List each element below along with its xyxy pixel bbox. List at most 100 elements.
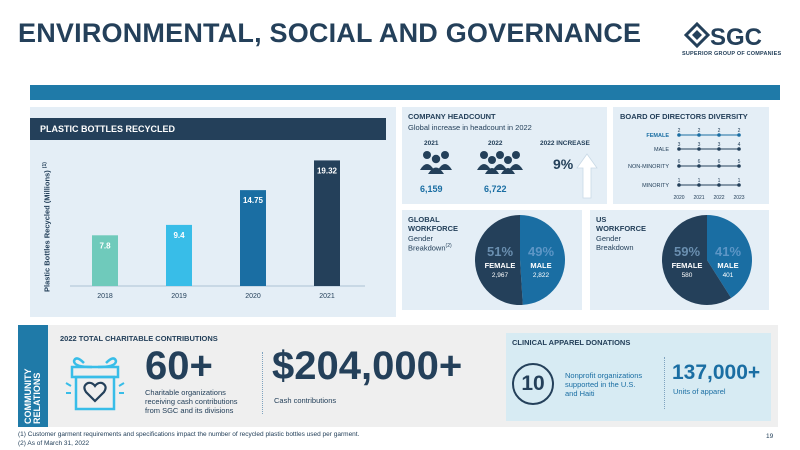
pie-slice-male — [707, 215, 752, 298]
bar-2020 — [240, 190, 266, 286]
board-point — [697, 183, 701, 187]
headcount-subtitle: Global increase in headcount in 2022 — [408, 123, 532, 132]
pie-slice-female — [474, 215, 523, 305]
board-point — [717, 164, 721, 168]
charitable-orgs-desc: Charitable organizations receiving cash … — [145, 388, 238, 415]
board-point — [697, 164, 701, 168]
board-title: BOARD OF DIRECTORS DIVERSITY — [620, 112, 748, 121]
y-axis-label: Plastic Bottles Recycled (Millions) (1) — [42, 162, 52, 292]
page-number: 19 — [766, 433, 774, 440]
board-year-label: 2020 — [673, 195, 684, 201]
board-diversity-chart: FEMALE 2 2 2 2 MALE 3 3 3 4 NON-MINORITY 6 6 6 5 MINORI… — [628, 128, 745, 201]
logo-wordmark: SGC — [710, 24, 763, 51]
board-point — [737, 133, 741, 137]
global-workforce-pie: 51% 49% FEMALE MALE 2,967 2,822 — [474, 215, 565, 305]
board-point — [677, 133, 681, 137]
nonprofit-desc: Nonprofit organizations supported in the… — [565, 371, 643, 398]
cash-contributions-desc: Cash contributions — [274, 396, 337, 405]
people-group-2022-icon — [477, 151, 523, 174]
pie-slice-female — [662, 215, 732, 305]
board-value: 4 — [738, 142, 741, 148]
global-workforce-title-2: WORKFORCE — [408, 224, 458, 233]
male-pct: 41% — [715, 244, 741, 259]
board-series-label: NON-MINORITY — [628, 164, 669, 170]
board-value: 3 — [718, 142, 721, 148]
board-value: 2 — [678, 128, 681, 134]
board-panel — [613, 107, 769, 204]
community-side-label: COMMUNITY RELATIONS — [23, 368, 42, 425]
global-workforce-title-1: GLOBAL — [408, 215, 440, 224]
headcount-increase-label: 2022 INCREASE — [540, 140, 590, 147]
board-point — [737, 147, 741, 151]
male-pct: 49% — [528, 244, 554, 259]
header-band — [30, 85, 780, 100]
board-value: 2 — [698, 128, 701, 134]
bar-value-label: 14.75 — [243, 196, 264, 205]
board-point — [697, 147, 701, 151]
board-point — [677, 164, 681, 168]
page-title: ENVIRONMENTAL, SOCIAL AND GOVERNANCE — [18, 18, 642, 48]
cash-contributions-value: $204,000+ — [272, 344, 463, 388]
community-side-band — [18, 325, 48, 427]
board-value: 1 — [698, 178, 701, 184]
female-pct: 59% — [674, 244, 700, 259]
bar-2019 — [166, 224, 192, 286]
bar-value-label: 9.4 — [173, 231, 185, 240]
board-point — [717, 147, 721, 151]
board-series-label: FEMALE — [646, 133, 669, 139]
headcount-value-2022: 6,722 — [484, 184, 507, 194]
board-value: 1 — [678, 178, 681, 184]
us-workforce-title-1: US — [596, 215, 607, 224]
board-year-label: 2022 — [713, 195, 724, 201]
board-point — [717, 133, 721, 137]
apparel-units-value: 137,000+ — [672, 361, 761, 384]
logo-subtitle: SUPERIOR GROUP OF COMPANIES — [682, 51, 782, 57]
board-point — [677, 147, 681, 151]
bar-2021 — [314, 160, 340, 286]
us-workforce-title-2: WORKFORCE — [596, 224, 646, 233]
apparel-units-desc: Units of apparel — [673, 387, 726, 396]
male-count: 2,822 — [533, 272, 550, 279]
global-workforce-sub-2: Breakdown(2) — [408, 243, 452, 253]
x-tick-label: 2018 — [97, 293, 113, 300]
sgc-logo-mark-icon — [684, 22, 710, 48]
headcount-title: COMPANY HEADCOUNT — [408, 112, 496, 121]
board-series-label: MALE — [654, 147, 669, 153]
gift-heart-icon — [65, 357, 125, 411]
nonprofit-count-badge: 10 — [512, 363, 554, 405]
x-tick-label: 2021 — [319, 293, 335, 300]
board-value: 6 — [698, 159, 701, 165]
board-series-label: MINORITY — [642, 183, 669, 189]
board-point — [697, 133, 701, 137]
male-label: MALE — [717, 261, 738, 270]
board-value: 2 — [738, 128, 741, 134]
x-tick-label: 2019 — [171, 293, 187, 300]
female-pct: 51% — [487, 244, 513, 259]
footnotes: (1) Customer garment requirements and sp… — [18, 431, 360, 447]
us-workforce-pie: 59% 41% FEMALE MALE 580 401 — [662, 215, 752, 305]
clinical-title: CLINICAL APPAREL DONATIONS — [512, 338, 631, 347]
board-value: 6 — [678, 159, 681, 165]
plastic-bar-chart: 7.8 2018 9.4 2019 14.75 2020 19.32 2021 — [70, 160, 365, 300]
board-value: 3 — [698, 142, 701, 148]
board-year-label: 2021 — [693, 195, 704, 201]
board-value: 5 — [738, 159, 741, 165]
male-label: MALE — [530, 261, 551, 270]
board-value: 3 — [678, 142, 681, 148]
board-year-label: 2023 — [733, 195, 744, 201]
female-label: FEMALE — [672, 261, 703, 270]
female-count: 580 — [682, 272, 693, 279]
headcount-year-2021: 2021 — [424, 140, 439, 147]
x-tick-label: 2020 — [245, 293, 261, 300]
board-point — [717, 183, 721, 187]
charitable-orgs-value: 60+ — [145, 344, 213, 388]
community-divider — [262, 352, 263, 414]
female-count: 2,967 — [492, 272, 509, 279]
board-value: 2 — [718, 128, 721, 134]
male-count: 401 — [723, 272, 734, 279]
bar-value-label: 19.32 — [317, 166, 338, 175]
up-arrow-icon — [576, 153, 598, 199]
board-value: 1 — [718, 178, 721, 184]
charitable-title: 2022 TOTAL CHARITABLE CONTRIBUTIONS — [60, 334, 218, 343]
bar-value-label: 7.8 — [99, 241, 111, 250]
